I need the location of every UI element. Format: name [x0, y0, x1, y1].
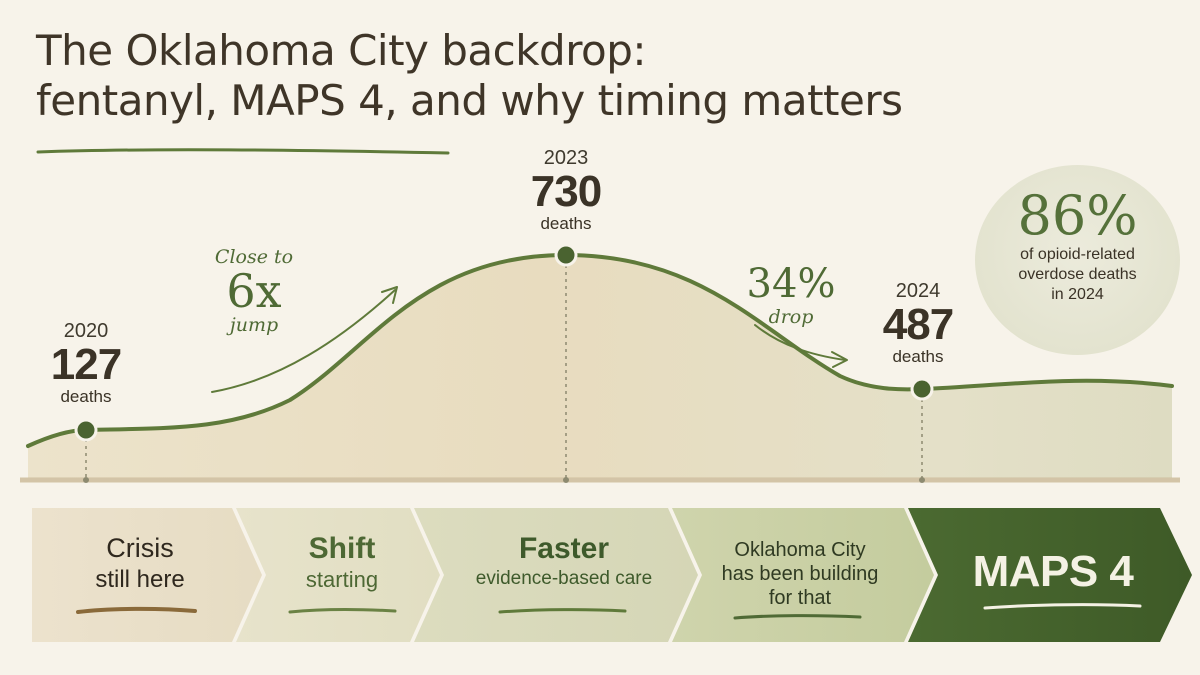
- baseline-dot-2023: [563, 477, 569, 483]
- step-3-line-1: Faster: [518, 532, 610, 565]
- step-chevron-3: [414, 508, 698, 642]
- stat-2023-year: 2023: [543, 147, 589, 169]
- rise-annotation: Close to 6x jump: [196, 246, 312, 336]
- step-3-line-2: evidence-based care: [475, 568, 653, 589]
- title-line-1: The Oklahoma City backdrop:: [36, 26, 647, 75]
- step-chevron-1: [32, 508, 262, 642]
- step-4-line-1: Oklahoma City: [734, 539, 866, 561]
- step-5-label: MAPS 4: [938, 548, 1168, 596]
- step-3-underline: [498, 608, 627, 614]
- page-title: The Oklahoma City backdrop: fentanyl, MA…: [36, 26, 1036, 126]
- step-4-underline: [733, 614, 862, 620]
- step-1-label: Crisis still here: [40, 532, 240, 596]
- step-4-label: Oklahoma City has been building for that: [700, 538, 900, 610]
- rise-arrow: [211, 289, 396, 393]
- title-line-2: fentanyl, MAPS 4, and why timing matters: [36, 76, 903, 125]
- step-1-line-1: Crisis: [106, 533, 174, 563]
- stat-2023: 2023 730 deaths: [510, 147, 622, 234]
- stat-2020-unit: deaths: [60, 387, 112, 406]
- chart-area: [28, 255, 1172, 478]
- step-1-line-2: still here: [95, 566, 185, 593]
- baseline-dot-2020: [83, 477, 89, 483]
- baseline-dot-2024: [919, 477, 925, 483]
- rise-arrowhead: [381, 286, 398, 304]
- rise-annotation-suffix: jump: [229, 314, 279, 336]
- stat-2024-unit: deaths: [892, 347, 944, 366]
- step-4-line-3: for that: [768, 587, 832, 609]
- rise-annotation-prefix: Close to: [214, 246, 294, 268]
- step-chevron-4: [672, 508, 934, 642]
- stat-2023-value: 730: [530, 167, 602, 216]
- step-2-underline: [288, 608, 397, 614]
- point-2020: [74, 418, 98, 442]
- step-5-underline: [983, 603, 1142, 610]
- drop-annotation-suffix: drop: [768, 306, 814, 328]
- step-3-label: Faster evidence-based care: [444, 532, 684, 592]
- stat-2024-year: 2024: [895, 280, 941, 302]
- step-5-line-1: MAPS 4: [972, 547, 1134, 596]
- stat-2020-value: 127: [50, 340, 122, 389]
- stat-2024-value: 487: [882, 300, 954, 349]
- step-2-line-1: Shift: [308, 532, 376, 565]
- step-1-underline: [76, 606, 197, 614]
- badge-desc-line-2: overdose deaths: [1018, 266, 1137, 283]
- step-chevron-2: [236, 508, 440, 642]
- stat-2024: 2024 487 deaths: [862, 280, 974, 367]
- point-2023: [554, 243, 578, 267]
- rise-annotation-value: 6x: [226, 264, 282, 318]
- step-4-line-2: has been building: [721, 563, 879, 585]
- title-underline: [36, 148, 450, 155]
- drop-annotation-value: 34%: [746, 261, 836, 307]
- step-2-line-2: starting: [305, 567, 379, 592]
- point-2024: [910, 377, 934, 401]
- drop-annotation: 34% drop: [736, 262, 846, 328]
- step-chevron-5: [908, 508, 1192, 642]
- drop-arrowhead: [831, 351, 848, 368]
- chart-baseline: [19, 477, 1181, 484]
- badge-desc-line-1: of opioid-related: [1020, 246, 1135, 263]
- badge-percent: 86%: [1017, 184, 1138, 247]
- badge-desc-line-3: in 2024: [1051, 286, 1104, 303]
- percent-badge: 86% of opioid-related overdose deaths in…: [975, 165, 1180, 355]
- stat-2020: 2020 127 deaths: [38, 320, 134, 407]
- drop-arrow: [754, 324, 846, 361]
- stat-2023-unit: deaths: [540, 214, 592, 233]
- step-2-label: Shift starting: [262, 532, 422, 594]
- stat-2020-year: 2020: [63, 320, 109, 342]
